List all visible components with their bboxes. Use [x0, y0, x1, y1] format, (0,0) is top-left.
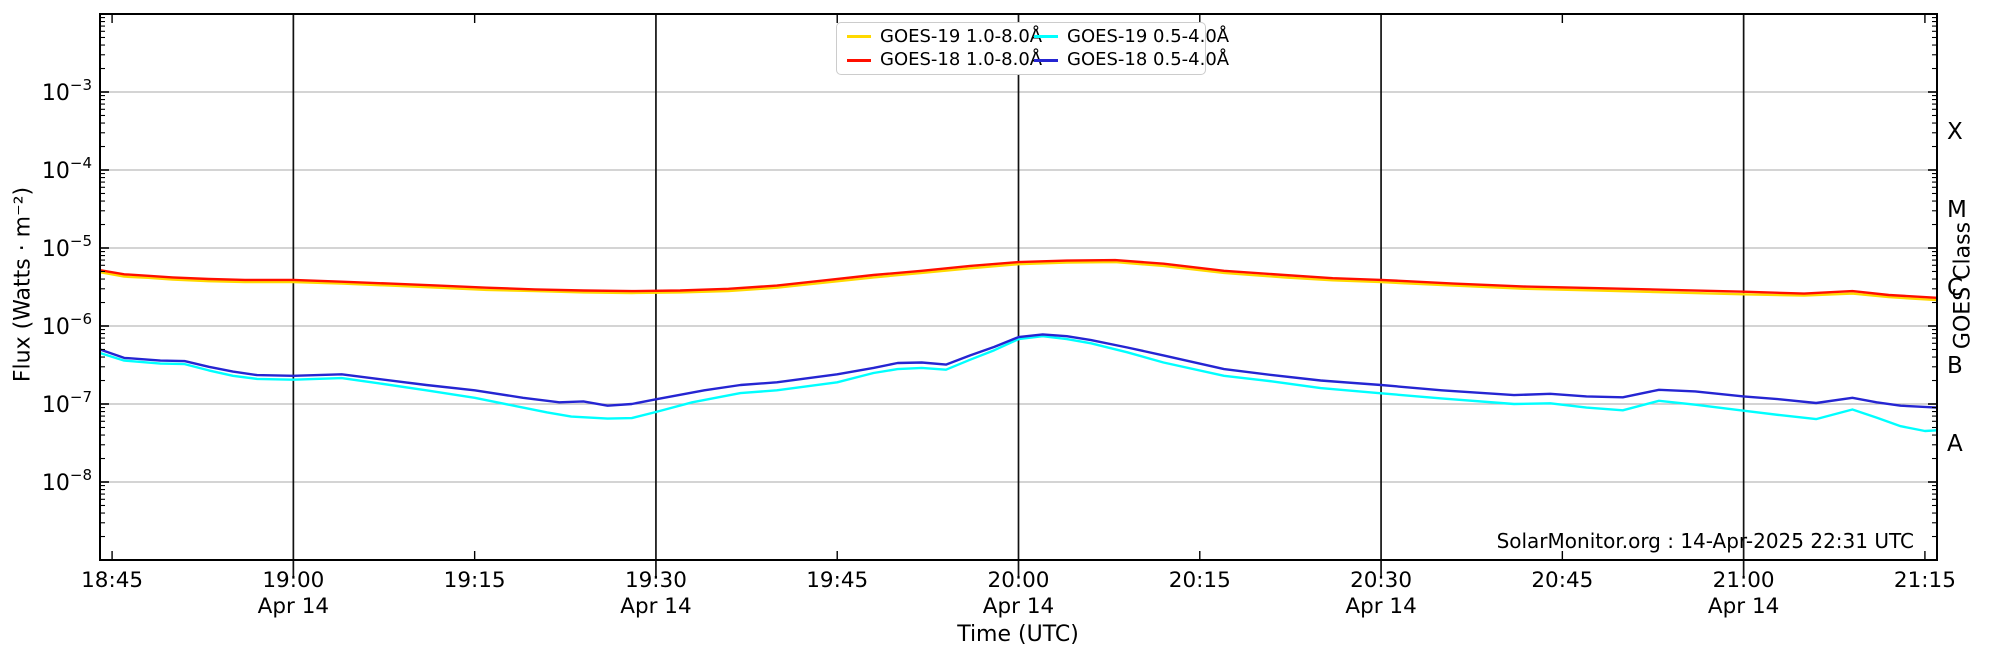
y-tick-label: 10−3 [42, 76, 92, 106]
legend-label: GOES-18 1.0-8.0Å [880, 49, 1043, 71]
legend-entry: GOES-19 0.5-4.0Å [1034, 25, 1230, 47]
y-tick-label: 10−8 [42, 466, 92, 496]
x-tick-date-label: Apr 14 [620, 594, 691, 619]
x-tick-label: 20:45 [1531, 568, 1593, 593]
x-tick-label: 19:15 [444, 568, 506, 593]
legend-label: GOES-19 0.5-4.0Å [1067, 25, 1230, 47]
legend: GOES-19 1.0-8.0Å GOES-18 1.0-8.0Å GOES-19 … [836, 22, 1229, 75]
credit-annotation: SolarMonitor.org : 14-Apr-2025 22:31 UTC [1496, 529, 1914, 553]
x-tick-label: 19:00 [262, 568, 324, 593]
legend-label: GOES-19 1.0-8.0Å [880, 25, 1043, 47]
x-tick-label: 20:00 [988, 568, 1050, 593]
x-axis-title: Time (UTC) [957, 622, 1079, 647]
x-tick-date-label: Apr 14 [258, 594, 329, 619]
series-GOES-19-1.0-8.0Å [100, 260, 1937, 302]
legend-label: GOES-18 0.5-4.0Å [1067, 49, 1230, 71]
goes-class-letter: M [1947, 197, 1967, 223]
legend-entry: GOES-18 1.0-8.0Å [847, 51, 1042, 69]
goes-class-letter: B [1947, 353, 1963, 379]
x-tick-label: 19:30 [625, 568, 687, 593]
legend-line-swatch [1034, 58, 1058, 62]
x-tick-label: 20:15 [1169, 568, 1231, 593]
y-tick-label: 10−4 [42, 154, 92, 184]
x-tick-date-label: Apr 14 [983, 594, 1054, 619]
x-tick-date-label: Apr 14 [1708, 594, 1779, 619]
y-tick-label: 10−7 [42, 388, 92, 418]
y-axis-title: Flux (Watts · m⁻²) [10, 186, 36, 383]
goes-class-letter: X [1947, 119, 1963, 145]
legend-line-swatch [1034, 35, 1058, 39]
plot-frame [99, 13, 1938, 561]
series-GOES-18-1.0-8.0Å [100, 258, 1937, 299]
goes-class-letter: A [1947, 431, 1963, 457]
series-GOES-19-0.5-4.0Å [100, 335, 1937, 433]
legend-entry: GOES-19 1.0-8.0Å [847, 27, 1042, 46]
x-tick-label: 20:30 [1350, 568, 1412, 593]
legend-entry: GOES-18 0.5-4.0Å [1034, 51, 1229, 69]
x-tick-label: 18:45 [81, 568, 143, 593]
x-tick-label: 21:15 [1894, 568, 1956, 593]
legend-line-swatch [847, 35, 871, 39]
x-tick-date-label: Apr 14 [1345, 594, 1416, 619]
x-tick-label: 19:45 [806, 568, 868, 593]
y-tick-label: 10−6 [42, 310, 92, 340]
legend-line-swatch [847, 58, 871, 62]
x-tick-label: 21:00 [1713, 568, 1775, 593]
series-GOES-18-0.5-4.0Å [100, 333, 1937, 409]
goes-class-letter: C [1947, 275, 1963, 301]
y-tick-label: 10−5 [42, 232, 92, 262]
right-axis-title: GOES Class [1950, 221, 1976, 350]
